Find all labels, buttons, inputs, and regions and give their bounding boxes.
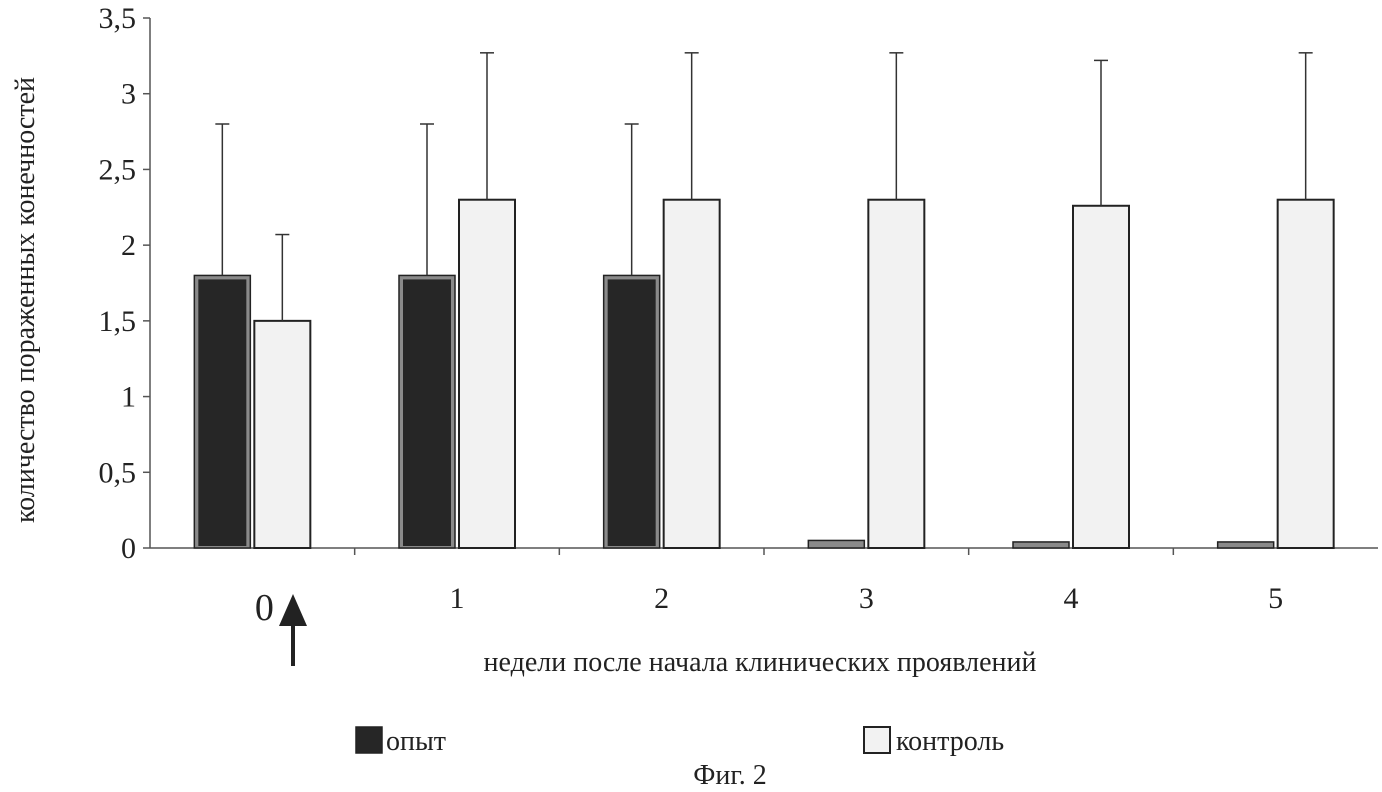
bar-kontrol-3 <box>868 200 924 548</box>
y-tick-labels: 0 0,5 1 1,5 2 2,5 3 3,5 <box>99 2 137 565</box>
y-tick-label: 0 <box>121 532 136 565</box>
legend-swatch-opyt <box>356 727 382 753</box>
y-tick-label: 0,5 <box>99 456 137 489</box>
bar-kontrol-0 <box>254 321 310 548</box>
figure-caption: Фиг. 2 <box>693 760 766 791</box>
x-tick-label: 5 <box>1268 582 1283 615</box>
y-tick-label: 3,5 <box>99 2 137 35</box>
bars <box>194 200 1333 548</box>
bar-kontrol-1 <box>459 200 515 548</box>
x-tick-label: 4 <box>1064 582 1079 615</box>
x-tick-label: 3 <box>859 582 874 615</box>
annotation <box>279 594 307 666</box>
x-tick-labels: 0 1 2 3 4 5 <box>255 582 1283 629</box>
x-tick-label: 1 <box>450 582 465 615</box>
bar-opyt-fill-1 <box>403 279 451 546</box>
bar-kontrol-4 <box>1073 206 1129 548</box>
bar-opyt-3 <box>808 540 864 548</box>
y-tick-label: 1 <box>121 381 136 414</box>
y-tick-label: 2,5 <box>99 153 137 186</box>
legend-label-opyt: опыт <box>386 726 446 757</box>
bar-opyt-5 <box>1218 542 1274 548</box>
y-tick-label: 2 <box>121 229 136 262</box>
x-tick-label: 2 <box>654 582 669 615</box>
y-tick-label: 3 <box>121 78 136 111</box>
legend: опыт контроль <box>356 726 1004 757</box>
axes <box>143 18 1378 555</box>
bar-kontrol-2 <box>664 200 720 548</box>
bar-opyt-fill-2 <box>608 279 656 546</box>
x-axis-title: недели после начала клинических проявлен… <box>484 647 1037 678</box>
error-bars <box>215 53 1312 321</box>
y-axis-title: количество пораженных конечностей <box>10 77 41 523</box>
arrow-up-icon <box>279 594 307 626</box>
bar-opyt-4 <box>1013 542 1069 548</box>
legend-swatch-kontrol <box>864 727 890 753</box>
x-tick-label: 0 <box>255 587 274 629</box>
y-tick-label: 1,5 <box>99 305 137 338</box>
bar-opyt-fill-0 <box>198 279 246 546</box>
legend-label-kontrol: контроль <box>896 726 1004 757</box>
bar-kontrol-5 <box>1278 200 1334 548</box>
